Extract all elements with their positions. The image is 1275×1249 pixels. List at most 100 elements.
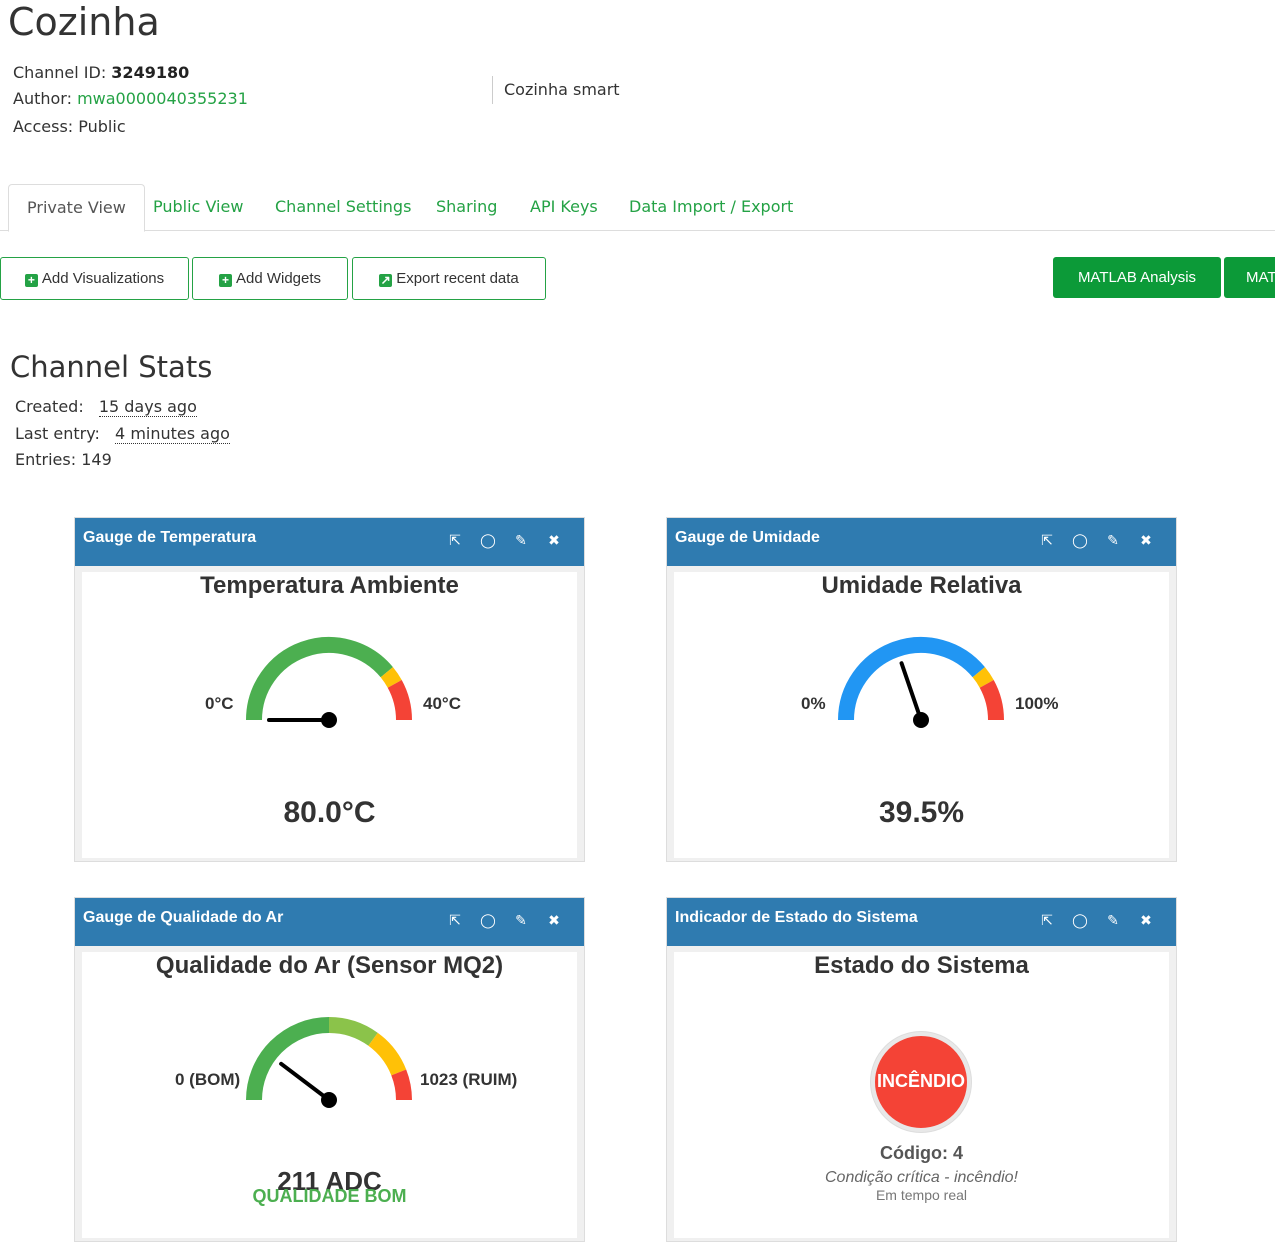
gauge-max-label: 40°C xyxy=(423,694,461,713)
gauge-needle xyxy=(899,661,923,722)
last-entry-row: Last entry: 4 minutes ago xyxy=(15,424,230,444)
edit-pencil-icon[interactable]: ✎ xyxy=(515,532,527,548)
gauge-value: 80.0°C xyxy=(283,796,376,829)
access-value: Public xyxy=(78,117,126,136)
created-label: Created: xyxy=(15,397,84,416)
matlab-visualization-button[interactable]: MATLAB Visualization xyxy=(1224,257,1275,298)
widget-header: Indicador de Estado do Sistema ⇱ ◯ ✎ ✖ xyxy=(667,898,1176,946)
status-realtime: Em tempo real xyxy=(875,1187,968,1203)
access-label: Access: xyxy=(13,117,74,136)
description-divider xyxy=(492,76,493,104)
export-recent-data-button[interactable]: ↗ Export recent data xyxy=(352,257,546,300)
gauge-needle-hub xyxy=(321,712,337,728)
author-row: Author: mwa0000040355231 xyxy=(13,89,248,108)
edit-pencil-icon[interactable]: ✎ xyxy=(515,912,527,928)
channel-tabs: Private View Public View Channel Setting… xyxy=(0,184,1275,232)
gauge-title: Temperatura Ambiente xyxy=(200,572,459,599)
tab-data-import-export[interactable]: Data Import / Export xyxy=(629,197,794,216)
comment-icon[interactable]: ◯ xyxy=(1072,532,1088,548)
widget-header: Gauge de Umidade ⇱ ◯ ✎ ✖ xyxy=(667,518,1176,566)
gauge-arc-segment xyxy=(838,637,985,721)
channel-id-row: Channel ID: 3249180 xyxy=(13,63,189,82)
plus-icon: + xyxy=(24,274,38,287)
gauge-arc-segment xyxy=(368,1032,407,1076)
author-label: Author: xyxy=(13,89,72,108)
status-condition: Condição crítica - incêndio! xyxy=(825,1169,1018,1186)
gauge-title: Umidade Relativa xyxy=(821,572,1022,599)
entries-label: Entries: xyxy=(15,450,77,469)
comment-icon[interactable]: ◯ xyxy=(480,912,496,928)
export-icon: ↗ xyxy=(379,273,393,287)
widget-body: Qualidade do Ar (Sensor MQ2) 0 (BOM) 102… xyxy=(82,952,577,1238)
tab-sharing[interactable]: Sharing xyxy=(436,197,498,216)
channel-title: Cozinha xyxy=(8,0,160,44)
gauge-arc-segment xyxy=(328,1017,378,1046)
add-widgets-button[interactable]: + Add Widgets xyxy=(192,257,348,300)
tab-api-keys[interactable]: API Keys xyxy=(530,197,598,216)
widget-header: Gauge de Temperatura ⇱ ◯ ✎ ✖ xyxy=(75,518,584,566)
gauge-min-label: 0°C xyxy=(205,694,234,713)
widget-actions: ⇱ ◯ ✎ ✖ xyxy=(1024,532,1156,549)
gauge-arc-segment xyxy=(246,637,393,721)
tab-channel-settings[interactable]: Channel Settings xyxy=(275,197,412,216)
widget-body: Estado do Sistema INCÊNDIO Código: 4 Con… xyxy=(674,952,1169,1238)
entries-value: 149 xyxy=(81,450,112,469)
gauge-arc-segment xyxy=(380,667,402,688)
last-entry-label: Last entry: xyxy=(15,424,100,443)
temperature-gauge xyxy=(246,637,412,728)
open-external-icon[interactable]: ⇱ xyxy=(449,912,461,928)
add-visualizations-button[interactable]: + Add Visualizations xyxy=(0,257,189,300)
air-quality-status: QUALIDADE BOM xyxy=(252,1186,407,1206)
add-visualizations-label: Add Visualizations xyxy=(41,270,165,287)
author-link[interactable]: mwa0000040355231 xyxy=(77,89,248,108)
humidity-gauge xyxy=(838,637,1004,728)
gauge-arc-segment xyxy=(972,667,994,688)
comment-icon[interactable]: ◯ xyxy=(1072,912,1088,928)
widget-header-title: Gauge de Qualidade do Ar xyxy=(83,909,284,926)
widget-body: Temperatura Ambiente 0°C 40°C 80.0°C xyxy=(82,572,577,858)
gauge-arc-segment xyxy=(979,680,1004,721)
status-indicator: INCÊNDIO xyxy=(871,1032,971,1132)
gauge-needle-hub xyxy=(913,712,929,728)
status-code: Código: 4 xyxy=(880,1143,963,1163)
close-icon[interactable]: ✖ xyxy=(548,912,560,928)
gauge-value: 39.5% xyxy=(878,796,965,829)
gauge-value: 211 ADC xyxy=(277,1166,382,1196)
tab-private-view[interactable]: Private View xyxy=(8,184,145,232)
access-row: Access: Public xyxy=(13,117,126,136)
created-row: Created: 15 days ago xyxy=(15,397,197,417)
tab-public-view[interactable]: Public View xyxy=(153,197,244,216)
entries-row: Entries: 149 xyxy=(15,450,112,469)
edit-pencil-icon[interactable]: ✎ xyxy=(1107,532,1119,548)
open-external-icon[interactable]: ⇱ xyxy=(449,532,461,548)
gauge-needle xyxy=(279,1061,331,1102)
close-icon[interactable]: ✖ xyxy=(548,532,560,548)
gauge-min-label: 0 (BOM) xyxy=(175,1070,241,1089)
last-entry-value: 4 minutes ago xyxy=(115,424,230,444)
close-icon[interactable]: ✖ xyxy=(1140,912,1152,928)
edit-pencil-icon[interactable]: ✎ xyxy=(1107,912,1119,928)
channel-stats-title: Channel Stats xyxy=(10,350,213,384)
widget-header-title: Indicador de Estado do Sistema xyxy=(675,909,918,926)
widget-header-title: Gauge de Umidade xyxy=(675,529,820,546)
channel-id-value: 3249180 xyxy=(111,63,190,82)
created-value: 15 days ago xyxy=(98,397,197,417)
gauge-arc-segment xyxy=(391,1069,412,1101)
gauge-arc-segment xyxy=(246,1017,330,1101)
comment-icon[interactable]: ◯ xyxy=(480,532,496,548)
gauge-needle-hub xyxy=(321,1092,337,1108)
widget-actions: ⇱ ◯ ✎ ✖ xyxy=(432,532,564,549)
widget-temperature: Gauge de Temperatura ⇱ ◯ ✎ ✖ Temperatura Am… xyxy=(74,517,585,862)
matlab-analysis-button[interactable]: MATLAB Analysis xyxy=(1053,257,1221,298)
gauge-arc-segment xyxy=(387,680,412,721)
widget-actions: ⇱ ◯ ✎ ✖ xyxy=(1024,912,1156,929)
status-title: Estado do Sistema xyxy=(814,952,1029,979)
open-external-icon[interactable]: ⇱ xyxy=(1041,532,1053,548)
widget-humidity: Gauge de Umidade ⇱ ◯ ✎ ✖ Umidade Relativa 0… xyxy=(666,517,1177,862)
close-icon[interactable]: ✖ xyxy=(1140,532,1152,548)
widget-header: Gauge de Qualidade do Ar ⇱ ◯ ✎ ✖ xyxy=(75,898,584,946)
export-recent-data-label: Export recent data xyxy=(396,270,519,287)
gauge-title: Qualidade do Ar (Sensor MQ2) xyxy=(155,952,504,979)
open-external-icon[interactable]: ⇱ xyxy=(1041,912,1053,928)
gauge-max-label: 100% xyxy=(1015,694,1059,713)
